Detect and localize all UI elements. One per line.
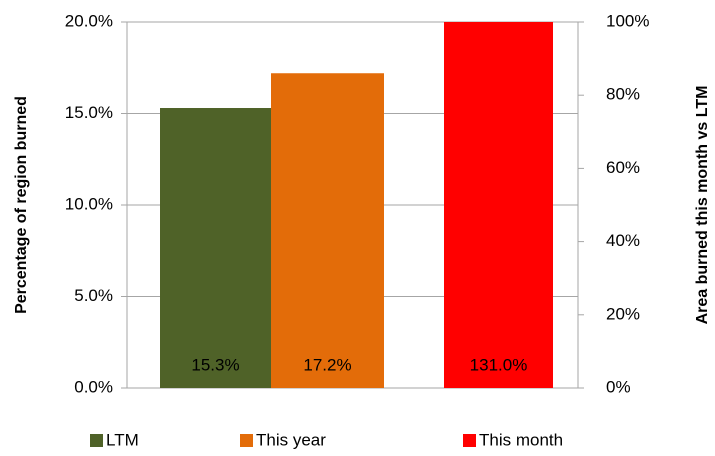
y2-tick-label: 100% xyxy=(606,11,649,30)
y2-tick-label: 80% xyxy=(606,85,640,104)
y-tick-label: 15.0% xyxy=(65,103,113,122)
legend-label: LTM xyxy=(106,430,139,449)
data-label: 15.3% xyxy=(191,355,239,374)
y-tick-label: 0.0% xyxy=(74,377,113,396)
legend-label: This month xyxy=(479,430,563,449)
data-label: 17.2% xyxy=(303,355,351,374)
y2-tick-label: 40% xyxy=(606,231,640,250)
y2-tick-label: 20% xyxy=(606,304,640,323)
bars xyxy=(160,22,553,388)
bar xyxy=(160,108,271,388)
bar xyxy=(271,73,384,388)
legend-swatch xyxy=(90,434,103,447)
y-tick-label: 10.0% xyxy=(65,194,113,213)
y2-axis-title: Area burned this month vs LTM xyxy=(694,86,711,325)
overlay: 0.0% 5.0% 10.0% 15.0% 20.0% 0% 20% 40% 60% 80% 100… xyxy=(65,11,650,449)
legend-swatch xyxy=(240,434,253,447)
y-tick-label: 20.0% xyxy=(65,11,113,30)
y2-tick-label: 60% xyxy=(606,158,640,177)
legend-swatch xyxy=(463,434,476,447)
y2-tick-label: 0% xyxy=(606,377,631,396)
y-tick-label: 5.0% xyxy=(74,286,113,305)
legend-label: This year xyxy=(256,430,326,449)
data-label: 131.0% xyxy=(470,355,528,374)
bar xyxy=(444,22,553,388)
y-axis-title: Percentage of region burned xyxy=(13,96,30,314)
